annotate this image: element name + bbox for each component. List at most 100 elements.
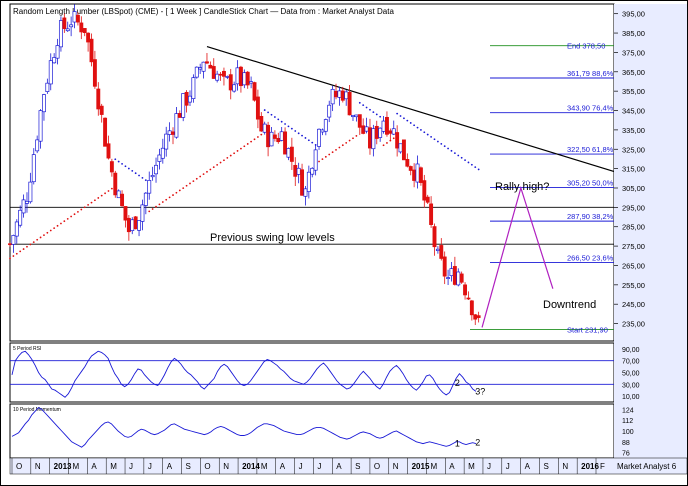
candle-body xyxy=(259,116,264,132)
time-tick-label: A xyxy=(525,462,531,471)
sar-dot xyxy=(464,159,466,162)
price-tick-label: 395,00 xyxy=(622,10,645,19)
sar-dot xyxy=(60,222,62,225)
candle-body xyxy=(276,137,281,143)
candle-body xyxy=(8,243,12,246)
candle-body xyxy=(123,206,128,221)
sar-dot xyxy=(447,147,449,150)
candle-body xyxy=(374,125,379,139)
candle-body xyxy=(255,96,260,120)
price-tick-label: 325,00 xyxy=(622,145,645,154)
candle-body xyxy=(439,245,444,259)
sar-dot xyxy=(443,145,446,148)
candle-body xyxy=(215,73,220,81)
sar-dot xyxy=(12,255,15,257)
candle-body xyxy=(205,61,209,64)
sar-dot xyxy=(70,215,73,218)
sar-dot xyxy=(297,132,300,135)
candle-body xyxy=(283,131,288,155)
time-tick-label: J xyxy=(506,462,510,471)
sar-dot xyxy=(257,136,259,138)
candle-body xyxy=(340,90,345,101)
candle-body xyxy=(160,147,165,159)
candle-body xyxy=(157,154,162,162)
candle-body xyxy=(418,167,423,183)
candle-body xyxy=(435,248,440,251)
sar-dot xyxy=(223,159,225,162)
candle-body xyxy=(266,124,271,148)
sar-dot xyxy=(110,187,113,190)
candle-body xyxy=(303,188,308,197)
candle-body xyxy=(252,82,257,101)
sar-dot xyxy=(280,120,283,123)
candle-body xyxy=(351,114,355,117)
sar-dot xyxy=(345,141,348,144)
candle-body xyxy=(35,139,40,152)
sar-dot xyxy=(9,257,11,260)
price-tick-label: 315,00 xyxy=(622,165,645,174)
sar-dot xyxy=(100,194,103,197)
momentum-tick-label: 88 xyxy=(622,440,630,447)
time-tick-label: J xyxy=(487,462,491,471)
price-tick-label: 255,00 xyxy=(622,281,645,290)
sar-dot xyxy=(212,166,215,169)
time-tick-label: M xyxy=(430,462,437,471)
sar-dot xyxy=(19,250,22,253)
momentum-tick-label: 112 xyxy=(622,418,633,425)
sar-dot xyxy=(382,144,385,147)
momentum-annotation: 2 xyxy=(475,438,480,448)
candle-body xyxy=(58,20,63,48)
candle-body xyxy=(25,200,29,204)
sar-dot xyxy=(365,106,368,109)
sar-dot xyxy=(240,147,242,150)
candle-body xyxy=(194,66,199,78)
candle-body xyxy=(109,161,114,173)
sar-dot xyxy=(304,137,307,139)
sar-dot xyxy=(321,158,324,161)
sar-dot xyxy=(229,154,232,157)
rsi-line xyxy=(11,350,477,398)
price-tick-label: 345,00 xyxy=(622,107,645,116)
candle-body xyxy=(279,131,284,141)
sar-dot xyxy=(49,229,52,232)
sar-dot xyxy=(284,123,286,125)
sar-dot xyxy=(39,236,42,239)
sar-dot xyxy=(355,135,358,137)
candle-body xyxy=(398,143,403,153)
candle-body xyxy=(269,131,274,147)
sar-dot xyxy=(311,141,314,144)
time-tick-label: S xyxy=(186,462,191,471)
candle-body xyxy=(167,130,172,135)
candle-body xyxy=(126,217,131,233)
time-tick-label: M xyxy=(261,462,268,471)
sar-dot xyxy=(236,150,239,152)
candle-body xyxy=(401,139,406,161)
time-tick-label: N xyxy=(223,462,229,471)
price-tick-label: 275,00 xyxy=(622,242,645,251)
sar-dot xyxy=(436,140,439,143)
candle-body xyxy=(82,28,87,34)
candle-body xyxy=(62,17,67,30)
candle-body xyxy=(208,64,213,69)
sar-dot xyxy=(267,111,269,114)
sar-dot xyxy=(172,194,174,196)
time-tick-label: O xyxy=(16,462,22,471)
sar-dot xyxy=(206,170,208,173)
rsi-title: 5 Period RSI xyxy=(13,346,41,352)
candle-body xyxy=(72,11,77,23)
candle-body xyxy=(371,128,376,150)
downtrend-label: Downtrend xyxy=(543,299,596,311)
rsi-tick-label: 70,00 xyxy=(622,359,640,366)
sar-dot xyxy=(403,117,405,120)
candle-body xyxy=(147,180,152,194)
candle-body xyxy=(177,113,182,118)
fib-label: 287,90 38,2% xyxy=(567,212,614,221)
sar-dot xyxy=(138,174,140,177)
time-tick-label: S xyxy=(543,462,548,471)
candle-body xyxy=(28,181,33,203)
candle-body xyxy=(232,84,237,92)
price-tick-label: 245,00 xyxy=(622,300,645,309)
candle-body xyxy=(14,221,19,237)
sar-dot xyxy=(226,156,229,159)
